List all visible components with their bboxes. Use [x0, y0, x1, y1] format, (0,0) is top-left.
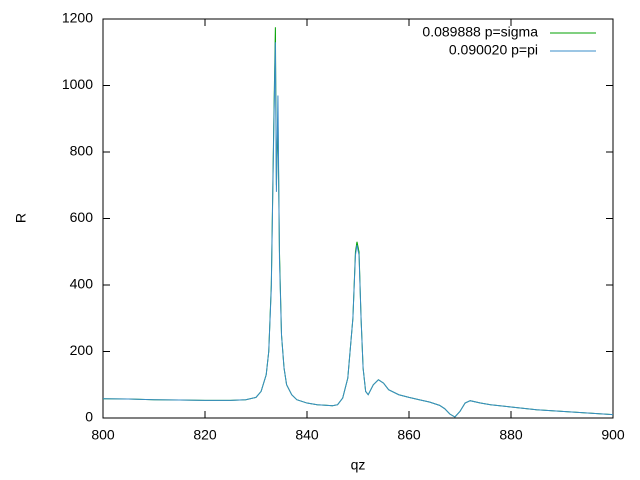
y-tick-label: 1000 — [62, 76, 93, 92]
y-tick-label: 800 — [70, 143, 94, 159]
x-tick-label: 800 — [91, 427, 115, 443]
series-line — [102, 27, 614, 418]
x-tick-label: 880 — [499, 427, 523, 443]
x-tick-label: 900 — [601, 427, 625, 443]
x-tick-label: 820 — [193, 427, 217, 443]
y-tick-label: 0 — [85, 409, 93, 425]
x-axis-label: qz — [351, 457, 366, 473]
legend-label: 0.090020 p=pi — [449, 42, 538, 58]
series-line — [102, 42, 614, 418]
y-tick-label: 400 — [70, 276, 94, 292]
x-tick-label: 840 — [295, 427, 319, 443]
y-axis-label: R — [13, 213, 29, 223]
legend-label: 0.089888 p=sigma — [422, 24, 538, 40]
plot-frame — [102, 18, 614, 419]
y-tick-label: 600 — [70, 209, 94, 225]
y-tick-label: 1200 — [62, 10, 93, 26]
x-tick-label: 860 — [397, 427, 421, 443]
y-tick-label: 200 — [70, 342, 94, 358]
